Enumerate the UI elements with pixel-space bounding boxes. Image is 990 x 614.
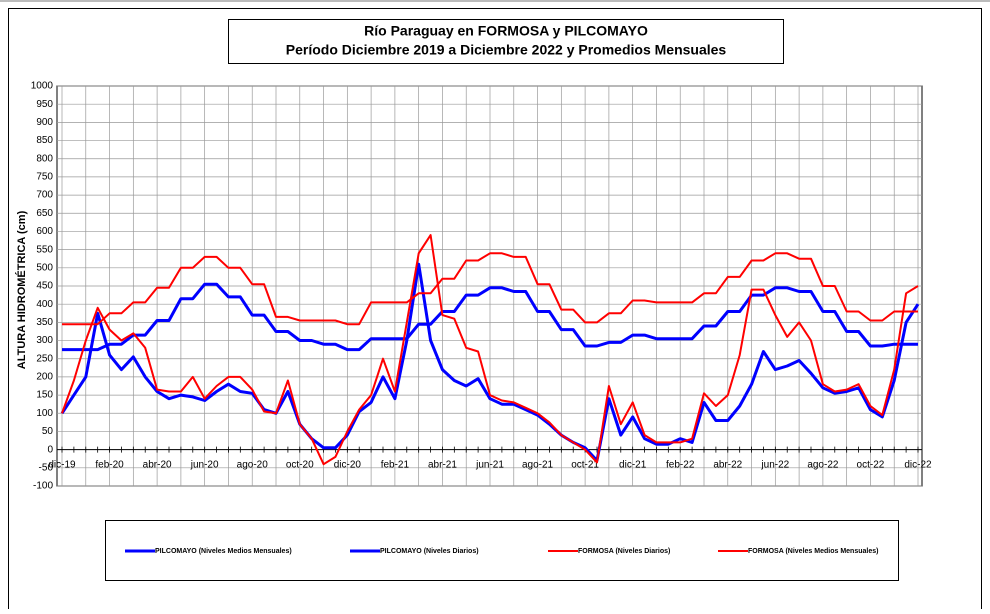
x-tick-label: dic-21 bbox=[619, 459, 647, 470]
x-tick-label: jun-21 bbox=[475, 459, 504, 470]
x-tick-label: jun-20 bbox=[190, 459, 219, 470]
y-tick-label: 900 bbox=[36, 117, 53, 128]
x-tick-label: feb-21 bbox=[381, 459, 410, 470]
y-tick-label: 950 bbox=[36, 99, 53, 110]
y-tick-label: 450 bbox=[36, 281, 53, 292]
legend-label: PILCOMAYO (Niveles Diarios) bbox=[380, 548, 479, 555]
y-tick-label: 350 bbox=[36, 317, 53, 328]
x-tick-label: ago-20 bbox=[237, 459, 269, 470]
y-tick-label: 250 bbox=[36, 353, 53, 364]
y-tick-label: 100 bbox=[36, 408, 53, 419]
x-tick-label: feb-22 bbox=[666, 459, 695, 470]
legend-label: FORMOSA (Niveles Diarios) bbox=[578, 548, 670, 555]
y-tick-label: 150 bbox=[36, 390, 53, 401]
y-tick-label: 0 bbox=[47, 444, 53, 455]
y-tick-label: 750 bbox=[36, 172, 53, 183]
y-tick-label: 800 bbox=[36, 153, 53, 164]
x-tick-label: feb-20 bbox=[95, 459, 124, 470]
legend-box bbox=[105, 520, 899, 581]
y-tick-label: -50 bbox=[39, 462, 54, 473]
y-tick-label: 400 bbox=[36, 299, 53, 310]
y-tick-label: 300 bbox=[36, 335, 53, 346]
y-tick-label: -100 bbox=[33, 481, 53, 492]
y-tick-label: 550 bbox=[36, 244, 53, 255]
y-tick-label: 1000 bbox=[31, 81, 54, 92]
series-line bbox=[62, 282, 918, 352]
chart-subtitle: Período Diciembre 2019 a Diciembre 2022 … bbox=[286, 42, 727, 58]
x-tick-label: dic-22 bbox=[904, 459, 932, 470]
legend-label: FORMOSA (Niveles Medios Mensuales) bbox=[748, 548, 878, 555]
y-tick-label: 500 bbox=[36, 262, 53, 273]
x-tick-label: abr-22 bbox=[713, 459, 742, 470]
y-tick-label: 200 bbox=[36, 372, 53, 383]
y-tick-label: 50 bbox=[42, 426, 54, 437]
y-axis-label: ALTURA HIDROMÉTRICA (cm) bbox=[15, 210, 28, 369]
x-tick-label: oct-20 bbox=[286, 459, 314, 470]
series-line bbox=[60, 262, 920, 462]
x-tick-label: dic-20 bbox=[334, 459, 362, 470]
y-tick-label: 850 bbox=[36, 135, 53, 146]
x-tick-label: oct-22 bbox=[857, 459, 885, 470]
series-line bbox=[61, 234, 919, 466]
x-tick-label: jun-22 bbox=[760, 459, 789, 470]
title-box bbox=[228, 19, 784, 64]
x-tick-label: ago-22 bbox=[807, 459, 839, 470]
y-tick-label: 600 bbox=[36, 226, 53, 237]
x-tick-label: abr-20 bbox=[143, 459, 172, 470]
x-tick-label: oct-21 bbox=[571, 459, 599, 470]
y-tick-label: 700 bbox=[36, 190, 53, 201]
x-tick-label: abr-21 bbox=[428, 459, 457, 470]
legend-label: PILCOMAYO (Niveles Medios Mensuales) bbox=[155, 548, 292, 555]
y-tick-label: 650 bbox=[36, 208, 53, 219]
series-line bbox=[62, 252, 918, 326]
x-tick-label: dic-19 bbox=[48, 459, 76, 470]
x-tick-label: ago-21 bbox=[522, 459, 554, 470]
chart-title: Río Paraguay en FORMOSA y PILCOMAYO bbox=[364, 23, 648, 39]
